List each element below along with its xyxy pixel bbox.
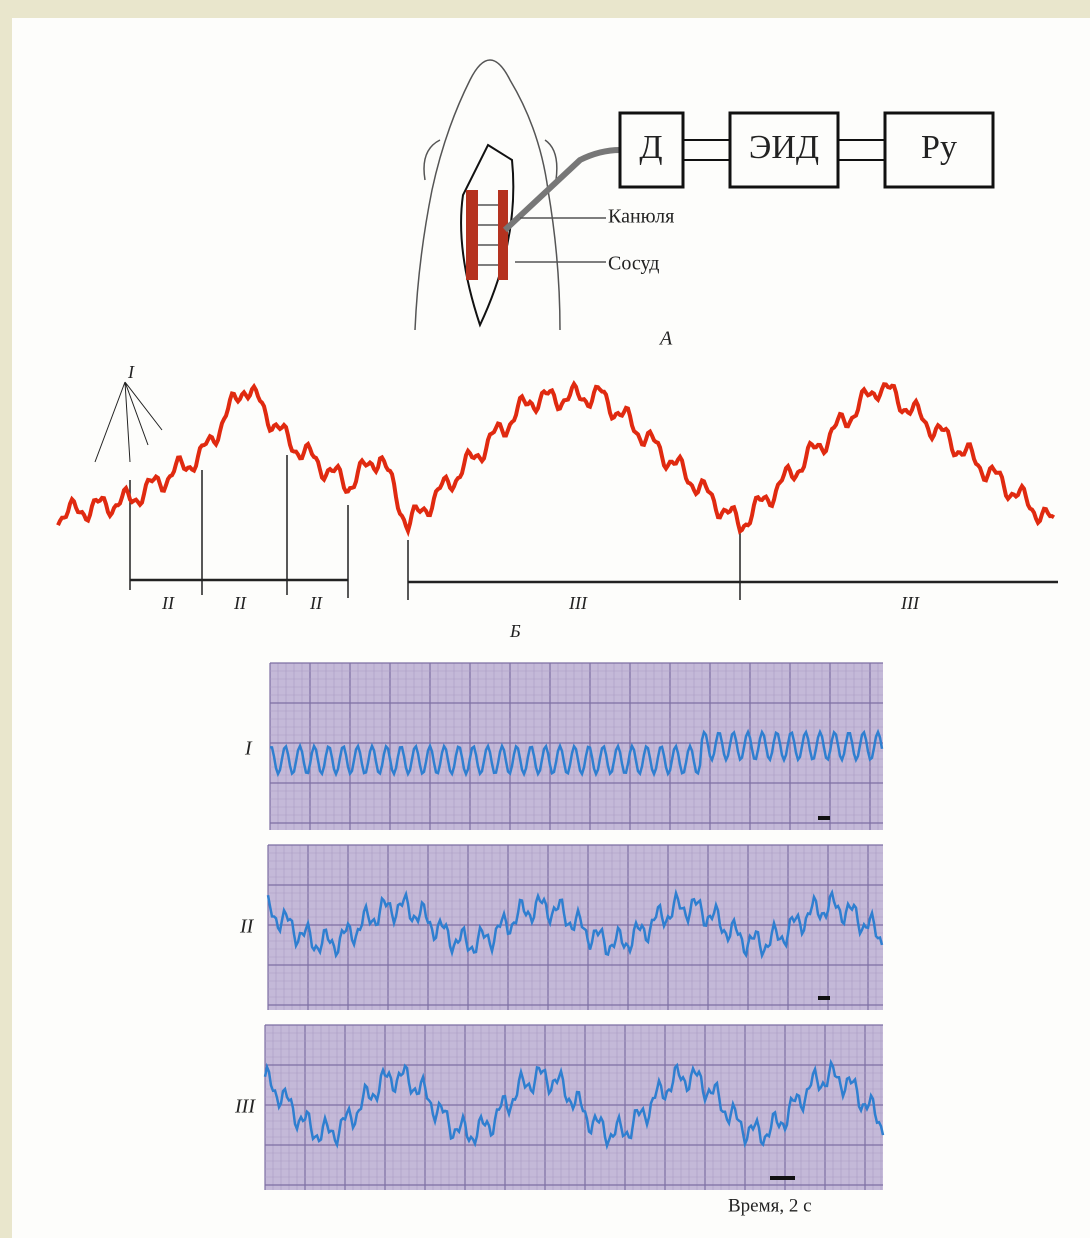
block-diagram bbox=[618, 111, 995, 189]
block-label: Ру bbox=[921, 129, 957, 166]
segment-label: II bbox=[309, 593, 323, 613]
trace-label: III bbox=[234, 1096, 256, 1118]
segment-label: II bbox=[161, 593, 175, 613]
wave-marker: I bbox=[127, 362, 135, 382]
trace-label: I bbox=[244, 738, 253, 760]
segment-label: III bbox=[568, 593, 588, 613]
panel-label: А bbox=[658, 328, 673, 350]
segment-label: II bbox=[233, 593, 247, 613]
panel-label: Б bbox=[509, 621, 521, 641]
segment-label: III bbox=[900, 593, 920, 613]
trace bbox=[269, 728, 884, 778]
callout: Канюля bbox=[608, 206, 674, 228]
rat-drawing bbox=[414, 59, 621, 331]
trace bbox=[266, 888, 884, 960]
trace bbox=[263, 1058, 885, 1151]
time-scale: Время, 2 с bbox=[728, 1195, 812, 1216]
callout: Сосуд bbox=[608, 253, 659, 275]
trace-label: II bbox=[239, 916, 255, 938]
grid-paper bbox=[270, 663, 883, 830]
block-label: Д bbox=[639, 129, 662, 166]
pressure-wave bbox=[56, 379, 1056, 538]
block-label: ЭИД bbox=[749, 129, 819, 166]
segment-lines bbox=[94, 381, 1058, 600]
recordings bbox=[263, 662, 885, 1190]
